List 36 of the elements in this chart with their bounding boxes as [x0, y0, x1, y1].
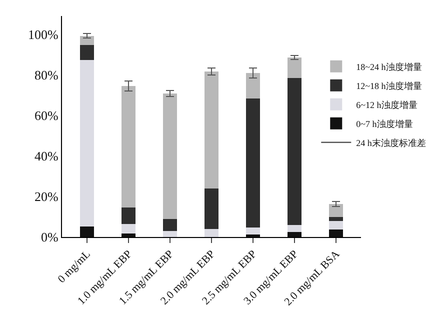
bar	[162, 93, 178, 220]
y-tick-label: 40%	[34, 148, 59, 164]
bar	[246, 72, 260, 99]
bar	[204, 229, 219, 237]
bar	[329, 220, 344, 230]
y-tick-label: 20%	[34, 189, 59, 204]
bar	[80, 45, 94, 60]
bar	[121, 224, 136, 234]
bar	[204, 188, 219, 230]
bar	[329, 217, 344, 221]
bar	[288, 232, 302, 237]
bar	[162, 219, 178, 231]
y-tick-label: 60%	[34, 108, 59, 123]
legend-label: 12~18 h浊度增量	[356, 80, 422, 91]
bar	[329, 204, 344, 218]
bar	[246, 234, 260, 237]
bar	[288, 78, 302, 226]
bar	[80, 226, 94, 237]
bar	[329, 230, 344, 237]
bar	[246, 98, 260, 228]
y-tick-label: 80%	[34, 67, 59, 82]
annotation: 24 h末浊度标准差	[356, 138, 426, 148]
legend-label: 18~24 h浊度增量	[356, 62, 422, 72]
bar	[80, 60, 94, 226]
bar	[121, 208, 136, 224]
bar	[121, 234, 136, 237]
legend-label: 0~7 h浊度增量	[356, 118, 413, 129]
legend-label: 6~12 h浊度增量	[356, 100, 418, 110]
bar	[288, 58, 302, 78]
bar	[121, 86, 136, 208]
bar	[288, 225, 302, 232]
y-tick-label: 0%	[41, 230, 59, 245]
y-tick-label: 100%	[28, 26, 59, 42]
bar	[162, 230, 178, 237]
bar	[204, 72, 219, 189]
bar	[246, 227, 260, 234]
